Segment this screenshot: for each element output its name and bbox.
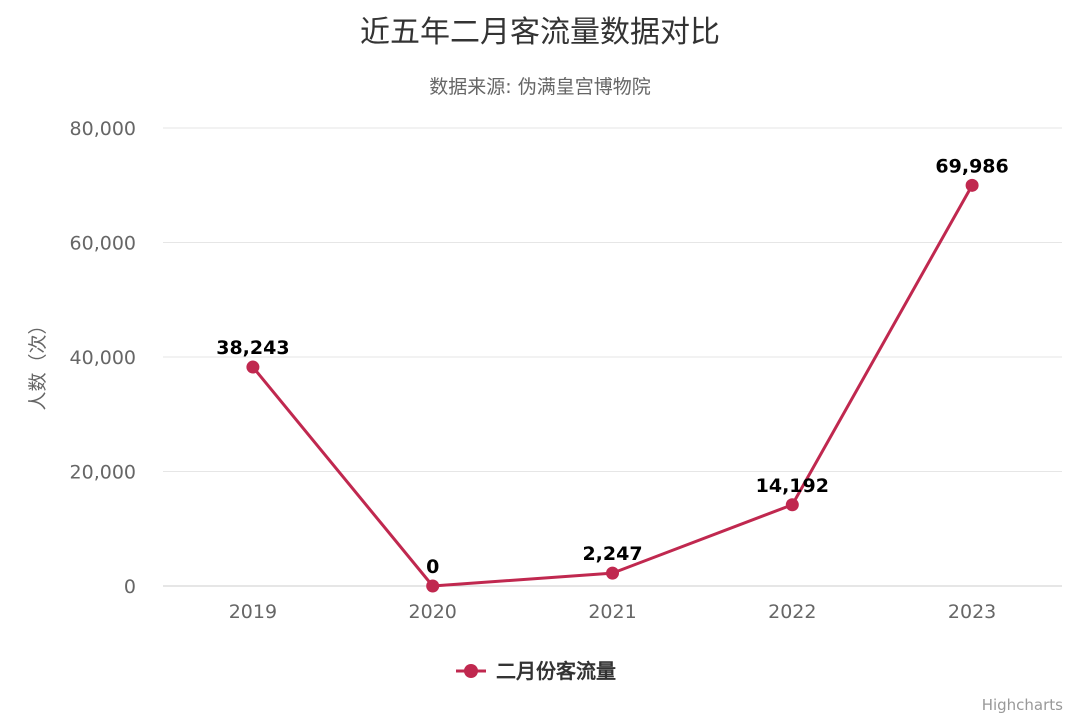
legend-label: 二月份客流量 [496,659,616,683]
y-tick-label: 80,000 [70,118,136,140]
data-label: 14,192 [756,475,829,497]
data-label: 69,986 [935,155,1008,177]
chart-subtitle: 数据来源: 伪满皇宫博物院 [429,76,650,98]
y-tick-label: 20,000 [70,462,136,484]
data-labels: 38,243 0 2,247 14,192 69,986 [216,155,1009,578]
series-group [246,178,979,593]
y-axis-title: 人数（次） [27,315,49,410]
x-tick-label: 2021 [588,601,636,623]
data-label: 38,243 [216,337,289,359]
x-tick-label: 2020 [409,601,457,623]
x-tick-label: 2023 [948,601,996,623]
series-line [251,183,974,588]
data-point[interactable] [785,498,799,512]
data-label: 0 [426,556,439,578]
data-point[interactable] [426,579,440,593]
y-tick-label: 60,000 [70,233,136,255]
grid-lines [163,127,1062,587]
data-label: 2,247 [582,543,642,565]
y-tick-label: 0 [124,576,136,598]
x-axis-ticks: 2019 2020 2021 2022 2023 [229,601,997,623]
data-point[interactable] [965,178,979,192]
x-tick-label: 2019 [229,601,277,623]
y-tick-label: 40,000 [70,347,136,369]
legend-marker-icon [464,664,478,678]
y-axis-ticks: 0 20,000 40,000 60,000 80,000 [70,118,136,598]
data-point[interactable] [606,566,619,580]
data-point[interactable] [246,360,260,374]
credits-link[interactable]: Highcharts [982,696,1063,714]
x-tick-label: 2022 [768,601,816,623]
legend[interactable]: 二月份客流量 [456,659,616,683]
chart-title: 近五年二月客流量数据对比 [360,15,720,50]
